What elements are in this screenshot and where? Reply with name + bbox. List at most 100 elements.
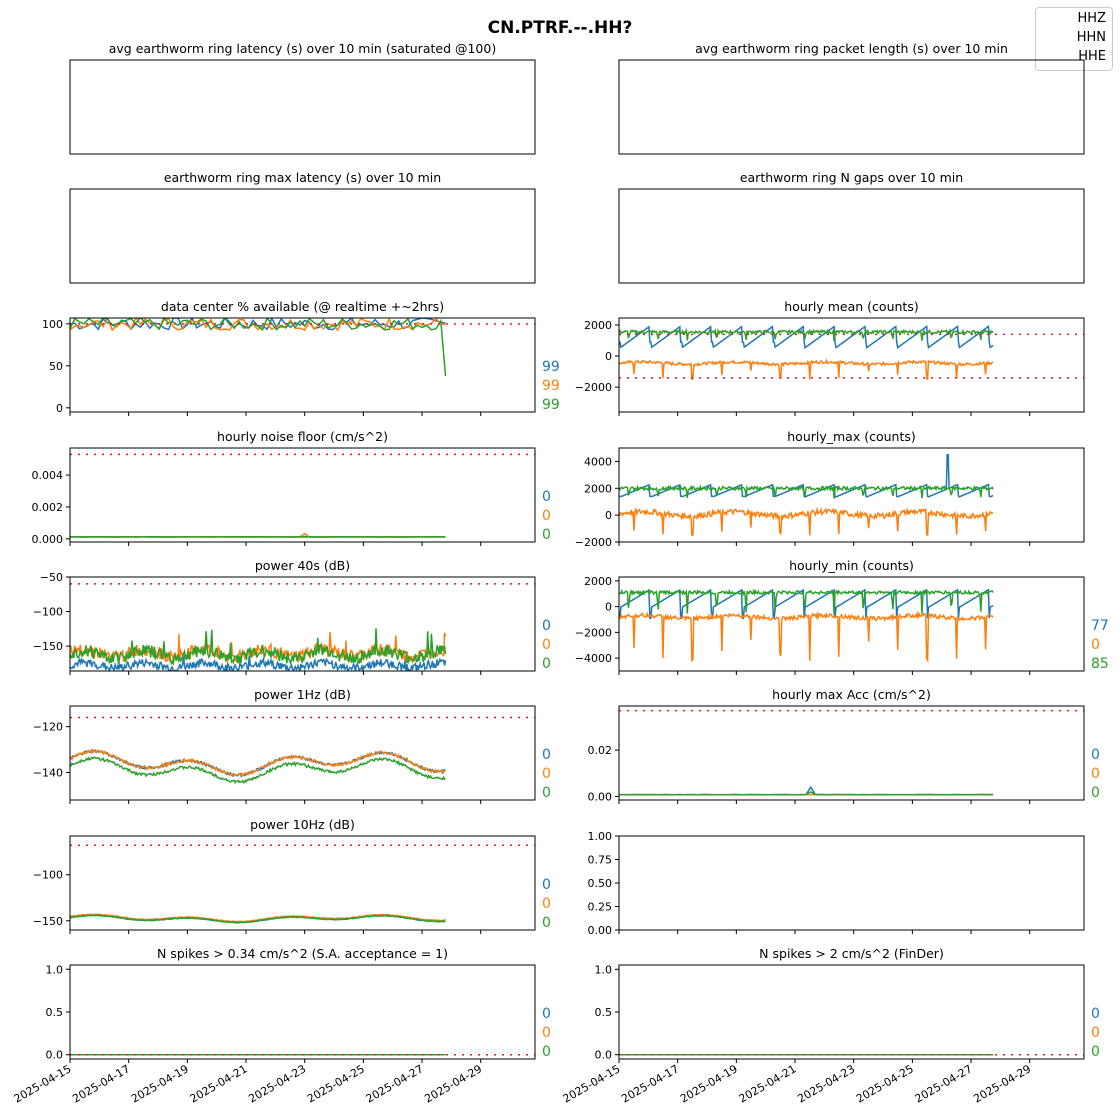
panel-p10: hourly_min (counts) 2000 0 −2000 −4000 77 0 85 — [575, 558, 1109, 675]
axes-frame — [618, 59, 1085, 155]
series-line-hhe — [619, 791, 994, 796]
y-tick-label: 1.0 — [46, 963, 64, 976]
axes-frame — [69, 188, 536, 284]
y-tick-label: −2000 — [575, 536, 612, 549]
side-value-hhn: 0 — [1091, 766, 1100, 782]
panel-p9: power 40s (dB) −50 −100 −150 0 0 0 — [33, 558, 551, 675]
x-tick-label: 2025-04-29 — [971, 1062, 1033, 1105]
series-line-hhe — [619, 483, 994, 499]
series-line-hhe — [619, 588, 994, 615]
y-tick-label: 2000 — [584, 319, 612, 332]
axes-frame — [618, 705, 1085, 801]
panel-title: N spikes > 2 cm/s^2 (FinDer) — [759, 946, 944, 961]
panel-title: earthworm ring max latency (s) over 10 m… — [164, 170, 441, 185]
axes-frame — [618, 964, 1085, 1060]
y-tick-label: 0.02 — [588, 744, 613, 757]
x-tick-label: 2025-04-23 — [795, 1062, 857, 1105]
panel-p14: 1.00 0.75 0.50 0.25 0.00 — [588, 830, 1085, 937]
y-tick-label: 2000 — [584, 482, 612, 495]
side-value-hhn: 0 — [1091, 1025, 1100, 1041]
y-tick-label: −2000 — [575, 381, 612, 394]
series-line-hhn — [619, 610, 994, 663]
side-value-hhz: 99 — [542, 359, 560, 375]
side-value-hhe: 0 — [542, 915, 551, 931]
y-tick-label: −140 — [33, 766, 63, 779]
side-value-hhe: 99 — [542, 397, 560, 413]
series-line-hhn — [619, 358, 994, 381]
axes-frame — [69, 59, 536, 155]
side-value-hhz: 0 — [542, 489, 551, 505]
side-value-hhz: 0 — [1091, 1006, 1100, 1022]
y-tick-label: −150 — [33, 915, 63, 928]
series-line-hhz — [70, 652, 447, 671]
axes-frame — [618, 576, 1085, 672]
panel-p3: earthworm ring max latency (s) over 10 m… — [69, 170, 536, 284]
axes-frame — [69, 705, 536, 801]
side-value-hhe: 0 — [542, 527, 551, 543]
panel-p2: avg earthworm ring packet length (s) ove… — [618, 41, 1085, 155]
axes-frame — [618, 188, 1085, 284]
side-value-hhz: 0 — [1091, 747, 1100, 763]
legend-entry-hhn: HHN — [1076, 30, 1106, 45]
x-tick-label: 2025-04-21 — [737, 1062, 799, 1105]
x-tick-label: 2025-04-17 — [70, 1062, 132, 1105]
series-line-hhz — [619, 325, 994, 350]
panel-p11: power 1Hz (dB) −120 −140 0 0 0 — [33, 687, 551, 804]
x-tick-label: 2025-04-29 — [422, 1062, 484, 1105]
axes-frame — [69, 835, 536, 931]
x-tick-label: 2025-04-19 — [678, 1062, 740, 1105]
y-tick-label: −100 — [33, 606, 63, 619]
series-line-hhz — [619, 785, 994, 796]
panel-title: power 1Hz (dB) — [254, 687, 351, 702]
side-value-hhe: 0 — [1091, 785, 1100, 801]
series-line-hhn — [619, 506, 994, 537]
panel-title: N spikes > 0.34 cm/s^2 (S.A. acceptance … — [157, 946, 448, 961]
x-tick-label: 2025-04-19 — [129, 1062, 191, 1105]
x-tick-label: 2025-04-27 — [913, 1062, 975, 1105]
panel-title: earthworm ring N gaps over 10 min — [740, 170, 963, 185]
side-value-hhz: 0 — [542, 747, 551, 763]
y-tick-label: 0 — [605, 350, 612, 363]
series-line-hhe — [70, 628, 447, 667]
panel-p16: N spikes > 2 cm/s^2 (FinDer) 1.0 0.5 0.0 0 0 0… — [561, 946, 1100, 1106]
y-tick-label: 0 — [56, 402, 63, 415]
side-value-hhn: 99 — [542, 378, 560, 394]
y-tick-label: 2000 — [584, 575, 612, 588]
y-tick-label: −4000 — [575, 652, 612, 665]
panel-title: power 40s (dB) — [255, 558, 350, 573]
panel-p13: power 10Hz (dB) −100 −150 0 0 0 — [33, 817, 551, 934]
y-tick-label: 1.0 — [595, 963, 613, 976]
y-tick-label: 4000 — [584, 455, 612, 468]
panel-p4: earthworm ring N gaps over 10 min — [618, 170, 1085, 284]
panel-p8: hourly_max (counts) 4000 2000 0 −2000 — [575, 429, 1085, 549]
panel-title: hourly noise floor (cm/s^2) — [217, 429, 388, 444]
series-line-hhe — [70, 318, 447, 376]
legend-entry-hhz: HHZ — [1077, 11, 1106, 26]
side-value-hhn: 0 — [1091, 637, 1100, 653]
series-line-hhe — [70, 756, 446, 785]
y-tick-label: 0.25 — [588, 901, 613, 914]
series-line-hhz — [619, 453, 994, 498]
y-tick-label: 0.0 — [595, 1049, 613, 1062]
x-tick-label: 2025-04-15 — [561, 1062, 623, 1105]
x-tick-label: 2025-04-17 — [619, 1062, 681, 1105]
side-value-hhz: 0 — [542, 1006, 551, 1022]
panel-title: hourly max Acc (cm/s^2) — [772, 687, 931, 702]
series-line-hhe — [619, 327, 994, 342]
side-value-hhz: 0 — [542, 877, 551, 893]
panel-title: avg earthworm ring latency (s) over 10 m… — [109, 41, 496, 56]
y-tick-label: −150 — [33, 640, 63, 653]
panel-p15: N spikes > 0.34 cm/s^2 (S.A. acceptance … — [12, 946, 551, 1106]
y-tick-label: 0.000 — [32, 533, 64, 546]
y-tick-label: 0 — [605, 509, 612, 522]
side-value-hhe: 0 — [542, 785, 551, 801]
axes-frame — [69, 317, 536, 413]
panel-p6: hourly mean (counts) 2000 0 −2000 — [575, 299, 1085, 416]
figure-title: CN.PTRF.--.HH? — [487, 18, 633, 38]
x-tick-label: 2025-04-15 — [12, 1062, 74, 1105]
series-line-hhz — [619, 588, 994, 619]
side-value-hhe: 0 — [542, 656, 551, 672]
axes-frame — [69, 447, 536, 543]
x-tick-label: 2025-04-25 — [854, 1062, 916, 1105]
